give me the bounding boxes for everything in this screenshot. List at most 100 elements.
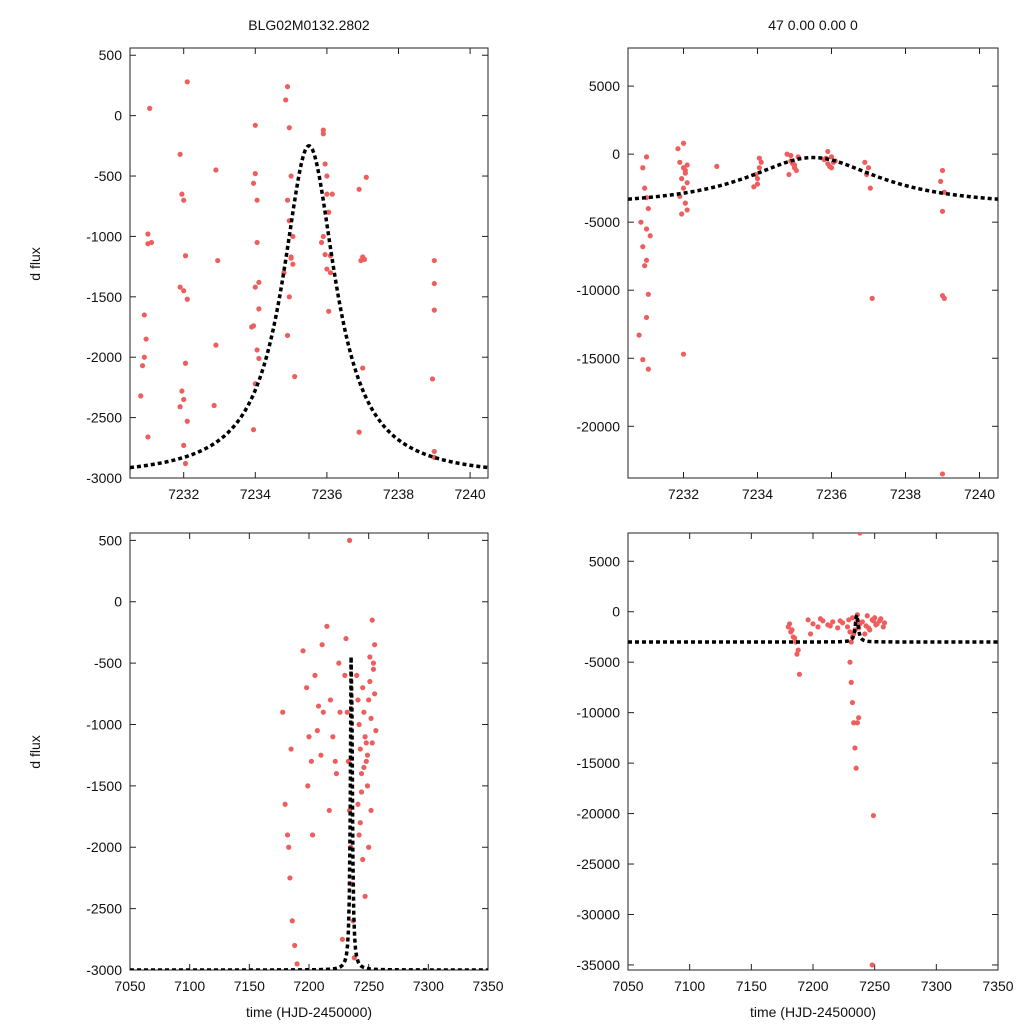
data-point bbox=[647, 233, 653, 239]
y-tick-label: -2000 bbox=[86, 349, 122, 365]
data-point bbox=[675, 146, 681, 152]
data-point bbox=[366, 844, 372, 850]
y-tick-label: 0 bbox=[114, 108, 122, 124]
data-point bbox=[288, 746, 294, 752]
data-point bbox=[358, 257, 364, 264]
y-tick-label: -10000 bbox=[576, 705, 620, 721]
data-point bbox=[788, 152, 794, 159]
panel-top-right: 5000 0 -5000 -10000 -15000 -20000 7232 7234 7236… bbox=[576, 47, 999, 502]
y-tick-label: 5000 bbox=[589, 78, 620, 94]
data-point bbox=[252, 171, 258, 177]
x-tick-label: 7236 bbox=[816, 486, 847, 502]
plot-title-left: BLG02M0132.2802 bbox=[248, 17, 370, 33]
y-tick-label: 0 bbox=[612, 604, 620, 620]
data-point bbox=[361, 764, 367, 771]
data-point bbox=[254, 197, 260, 203]
data-point bbox=[815, 624, 821, 630]
data-point bbox=[431, 448, 437, 455]
data-point bbox=[857, 533, 863, 536]
data-point bbox=[852, 745, 858, 751]
data-point bbox=[679, 176, 685, 182]
data-point bbox=[756, 165, 762, 171]
model-curve bbox=[130, 144, 488, 470]
data-point bbox=[300, 648, 306, 654]
data-point bbox=[805, 617, 811, 623]
data-point bbox=[786, 171, 792, 178]
data-point bbox=[336, 660, 342, 666]
data-point bbox=[182, 360, 189, 366]
data-point bbox=[848, 639, 854, 645]
data-point bbox=[793, 167, 799, 174]
data-point bbox=[754, 176, 761, 182]
data-point bbox=[320, 233, 326, 240]
x-tick-label: 7238 bbox=[383, 486, 414, 502]
data-point bbox=[431, 257, 437, 264]
data-point bbox=[853, 765, 859, 771]
data-point bbox=[360, 856, 366, 863]
data-point bbox=[339, 936, 346, 942]
y-tick-label: -500 bbox=[94, 655, 122, 671]
data-point bbox=[642, 263, 648, 269]
y-tick-label: -30000 bbox=[576, 906, 620, 922]
data-point bbox=[848, 679, 854, 685]
data-point bbox=[827, 623, 833, 629]
data-point bbox=[364, 783, 371, 789]
data-point bbox=[865, 165, 872, 171]
data-point bbox=[283, 97, 289, 103]
data-point bbox=[881, 620, 888, 626]
data-point bbox=[679, 211, 685, 217]
data-point bbox=[324, 173, 330, 179]
data-point bbox=[326, 209, 332, 215]
data-point bbox=[308, 758, 314, 764]
data-point bbox=[356, 429, 362, 435]
data-point bbox=[941, 295, 947, 301]
data-point bbox=[431, 280, 437, 287]
y-tick-label: -1000 bbox=[86, 716, 122, 732]
data-point bbox=[182, 253, 189, 259]
data-point bbox=[184, 296, 190, 302]
data-point bbox=[324, 191, 330, 197]
data-point bbox=[807, 631, 814, 637]
x-tick-label: 7232 bbox=[168, 486, 199, 502]
model-curve bbox=[130, 656, 488, 970]
data-point bbox=[139, 363, 146, 369]
data-point bbox=[847, 659, 853, 665]
data-point bbox=[854, 720, 861, 726]
data-point bbox=[682, 167, 688, 174]
data-point bbox=[290, 233, 296, 240]
data-point bbox=[254, 347, 260, 353]
data-point bbox=[280, 709, 286, 715]
x-tick-label: 7234 bbox=[240, 486, 271, 502]
data-point bbox=[810, 621, 816, 627]
data-point bbox=[367, 678, 373, 685]
data-point bbox=[370, 666, 377, 672]
x-tick-label: 7100 bbox=[174, 978, 205, 994]
data-point bbox=[337, 709, 343, 715]
data-point bbox=[645, 291, 651, 297]
x-tick-label: 7236 bbox=[311, 486, 342, 502]
data-point bbox=[181, 288, 187, 294]
data-point bbox=[851, 720, 857, 726]
x-tick-label: 7150 bbox=[234, 978, 265, 994]
data-point bbox=[643, 314, 650, 321]
data-point bbox=[795, 647, 801, 653]
data-point bbox=[756, 155, 762, 161]
data-point bbox=[873, 622, 879, 628]
data-point bbox=[332, 758, 338, 764]
data-point bbox=[324, 623, 330, 629]
data-point bbox=[817, 616, 824, 622]
data-point bbox=[640, 165, 646, 171]
data-point bbox=[179, 388, 185, 394]
data-point bbox=[856, 715, 862, 721]
data-point bbox=[256, 306, 262, 312]
data-point bbox=[320, 131, 326, 137]
data-point bbox=[356, 721, 362, 728]
data-point bbox=[215, 257, 221, 264]
data-point bbox=[864, 613, 870, 619]
data-point bbox=[865, 625, 872, 631]
y-tick-label: 500 bbox=[99, 47, 123, 63]
data-point bbox=[354, 672, 360, 678]
data-point bbox=[184, 418, 190, 424]
data-point bbox=[869, 295, 875, 301]
